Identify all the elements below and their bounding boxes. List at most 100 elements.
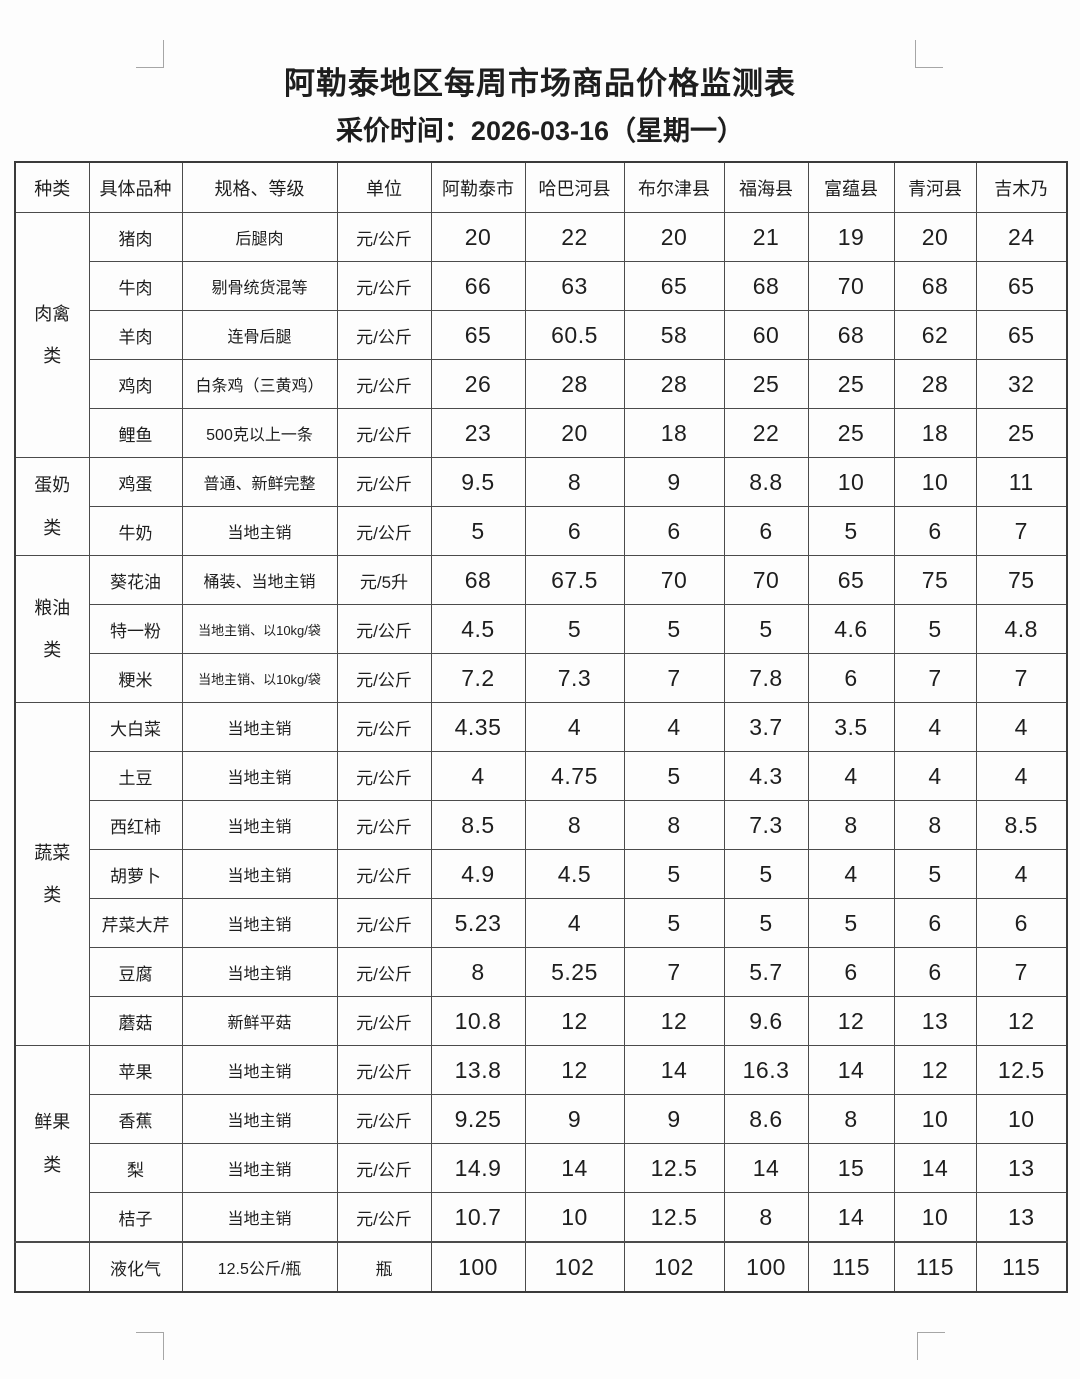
- unit-cell: 瓶: [336, 1241, 432, 1293]
- page-title: 阿勒泰地区每周市场商品价格监测表: [284, 66, 796, 101]
- price-cell-哈巴河县: 102: [524, 1241, 625, 1293]
- spec-cell: 当地主销: [181, 800, 338, 850]
- price-cell-富蕴县: 8: [807, 800, 895, 850]
- price-cell-富蕴县: 10: [807, 457, 895, 507]
- column-header-1: 具体品种: [88, 161, 183, 213]
- table-row: 鲜果类 苹果 当地主销 元/公斤 13.8 12 14 16.3 14 12 12.5: [14, 1045, 1068, 1243]
- price-cell-青河县: 13: [893, 996, 977, 1046]
- price-cell-青河县: 6: [893, 506, 977, 556]
- price-cell-哈巴河县: 28: [524, 359, 625, 409]
- price-cell-阿勒泰市: 5: [430, 506, 526, 556]
- price-cell-吉木乃: 8.5: [975, 800, 1068, 850]
- price-cell-福海县: 21: [723, 212, 809, 262]
- unit-cell: 元/公斤: [336, 996, 432, 1046]
- spec-cell: 当地主销: [181, 506, 338, 556]
- price-cell-哈巴河县: 63: [524, 261, 625, 311]
- price-cell-福海县: 7.3: [723, 800, 809, 850]
- item-cell: 香蕉: [88, 1094, 183, 1144]
- price-cell-阿勒泰市: 14.9: [430, 1143, 526, 1193]
- price-cell-吉木乃: 10: [975, 1094, 1068, 1144]
- unit-cell: 元/公斤: [336, 408, 432, 458]
- price-cell-青河县: 62: [893, 310, 977, 360]
- price-cell-青河县: 68: [893, 261, 977, 311]
- price-cell-富蕴县: 25: [807, 408, 895, 458]
- unit-cell: 元/公斤: [336, 1045, 432, 1095]
- price-cell-青河县: 5: [893, 849, 977, 899]
- price-cell-福海县: 25: [723, 359, 809, 409]
- price-cell-富蕴县: 12: [807, 996, 895, 1046]
- price-cell-福海县: 9.6: [723, 996, 809, 1046]
- price-cell-阿勒泰市: 20: [430, 212, 526, 262]
- item-cell: 苹果: [88, 1045, 183, 1095]
- price-cell-阿勒泰市: 4.9: [430, 849, 526, 899]
- unit-cell: 元/公斤: [336, 261, 432, 311]
- price-cell-布尔津县: 12.5: [623, 1143, 725, 1193]
- unit-cell: 元/公斤: [336, 457, 432, 507]
- item-cell: 牛奶: [88, 506, 183, 556]
- price-cell-哈巴河县: 4.75: [524, 751, 625, 801]
- crop-mark-bottom-left: [136, 1332, 164, 1360]
- column-header-0: 种类: [14, 161, 90, 213]
- price-cell-布尔津县: 12.5: [623, 1192, 725, 1243]
- price-cell-布尔津县: 7: [623, 653, 725, 703]
- price-cell-富蕴县: 3.5: [807, 702, 895, 752]
- price-cell-青河县: 20: [893, 212, 977, 262]
- price-cell-青河县: 5: [893, 604, 977, 654]
- price-cell-富蕴县: 115: [807, 1241, 895, 1293]
- spec-cell: 当地主销: [181, 947, 338, 997]
- price-cell-阿勒泰市: 10.8: [430, 996, 526, 1046]
- price-cell-哈巴河县: 12: [524, 1045, 625, 1095]
- price-cell-福海县: 5: [723, 604, 809, 654]
- price-cell-布尔津县: 14: [623, 1045, 725, 1095]
- price-cell-富蕴县: 15: [807, 1143, 895, 1193]
- price-cell-哈巴河县: 6: [524, 506, 625, 556]
- price-cell-青河县: 4: [893, 751, 977, 801]
- price-cell-福海县: 8.8: [723, 457, 809, 507]
- price-cell-阿勒泰市: 66: [430, 261, 526, 311]
- price-cell-哈巴河县: 4: [524, 898, 625, 948]
- item-cell: 大白菜: [88, 702, 183, 752]
- price-cell-哈巴河县: 5.25: [524, 947, 625, 997]
- price-cell-富蕴县: 25: [807, 359, 895, 409]
- price-cell-布尔津县: 70: [623, 555, 725, 605]
- price-cell-阿勒泰市: 9.25: [430, 1094, 526, 1144]
- table-row: 蛋奶类 鸡蛋 普通、新鲜完整 元/公斤 9.5 8 9 8.8 10 10 11: [14, 457, 1068, 556]
- table-row: 桔子 当地主销 元/公斤 10.7 10 12.5 8 14 10 13: [15, 1192, 1068, 1243]
- unit-cell: 元/公斤: [336, 604, 432, 654]
- price-cell-青河县: 115: [893, 1241, 977, 1293]
- price-cell-青河县: 12: [893, 1045, 977, 1095]
- table-row: 鲤鱼 500克以上一条 元/公斤 23 20 18 22 25 18 25: [15, 408, 1068, 458]
- price-cell-福海县: 8.6: [723, 1094, 809, 1144]
- price-cell-布尔津县: 7: [623, 947, 725, 997]
- price-cell-哈巴河县: 7.3: [524, 653, 625, 703]
- price-cell-吉木乃: 12.5: [975, 1045, 1068, 1095]
- table-row: 液化气 12.5公斤/瓶瓶 100 102 102 100 115 115 115: [14, 1241, 1068, 1293]
- price-cell-富蕴县: 8: [807, 1094, 895, 1144]
- spec-cell: 当地主销: [181, 702, 338, 752]
- table-row: 芹菜大芹 当地主销 元/公斤 5.23 4 5 5 5 6 6: [15, 898, 1068, 948]
- price-cell-富蕴县: 5: [807, 898, 895, 948]
- price-cell-布尔津县: 102: [623, 1241, 725, 1293]
- unit-cell: 元/公斤: [336, 506, 432, 556]
- spec-cell: 后腿肉: [181, 212, 338, 262]
- price-cell-福海县: 14: [723, 1143, 809, 1193]
- price-cell-哈巴河县: 22: [524, 212, 625, 262]
- table-row: 蔬菜类 大白菜 当地主销 元/公斤 4.35 4 4 3.7 3.5 4 4: [14, 702, 1068, 1046]
- price-cell-福海县: 68: [723, 261, 809, 311]
- price-cell-吉木乃: 7: [975, 506, 1068, 556]
- column-header-5: 哈巴河县: [524, 161, 625, 213]
- table-row: 牛奶 当地主销 元/公斤 5 6 6 6 5 6 7: [15, 506, 1068, 556]
- table-row: 牛肉 剔骨统货混等 元/公斤 66 63 65 68 70 68 65: [15, 261, 1068, 311]
- price-cell-青河县: 28: [893, 359, 977, 409]
- spec-cell: 新鲜平菇: [181, 996, 338, 1046]
- price-cell-青河县: 10: [893, 1192, 977, 1243]
- price-cell-富蕴县: 70: [807, 261, 895, 311]
- category-cell: 蔬菜类: [14, 702, 90, 1046]
- price-cell-富蕴县: 5: [807, 506, 895, 556]
- price-cell-布尔津县: 9: [623, 457, 725, 507]
- price-cell-哈巴河县: 5: [524, 604, 625, 654]
- price-cell-阿勒泰市: 5.23: [430, 898, 526, 948]
- price-cell-吉木乃: 4: [975, 702, 1068, 752]
- table-row: 梨当地主销 元/公斤 14.9 14 12.5 14 15 14 13: [15, 1143, 1068, 1193]
- item-cell: 猪肉: [88, 212, 183, 262]
